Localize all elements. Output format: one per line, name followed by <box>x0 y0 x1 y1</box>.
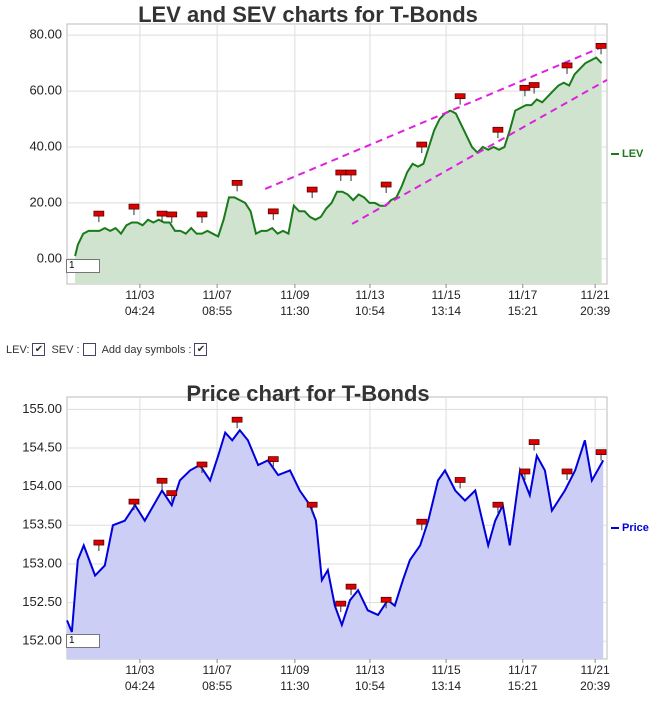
day-symbol <box>492 126 504 133</box>
y-tick-label: 80.00 <box>29 27 62 42</box>
x-tick-label: 11/15 13:14 <box>431 288 462 318</box>
y-tick-label: 40.00 <box>29 138 62 153</box>
day-symbol <box>519 84 531 91</box>
day-symbol <box>335 169 347 176</box>
day-symbol <box>561 468 573 475</box>
chart-title: LEV and SEV charts for T-Bonds <box>138 2 478 27</box>
day-symbol <box>454 93 466 100</box>
day-symbol <box>528 439 540 445</box>
day-symbol <box>128 203 140 210</box>
control-label: LEV: <box>6 343 30 356</box>
range-input[interactable]: 1 <box>66 634 100 648</box>
x-tick-label: 11/13 10:54 <box>354 663 385 693</box>
day-symbol <box>93 539 105 546</box>
y-tick-label: 153.00 <box>22 555 62 570</box>
day-symbol <box>306 501 318 508</box>
day-symbol <box>519 468 531 475</box>
x-tick-label: 11/21 20:39 <box>580 663 611 693</box>
day-symbol <box>492 501 504 508</box>
y-tick-label: 155.00 <box>22 401 62 416</box>
day-symbol <box>231 180 243 186</box>
trend-line <box>351 79 608 225</box>
x-tick-label: 11/21 20:39 <box>580 288 611 318</box>
trend-line <box>264 44 608 190</box>
day-symbol <box>416 141 428 148</box>
day-symbol <box>231 416 243 423</box>
day-symbol <box>380 181 392 188</box>
day-symbol <box>267 208 279 215</box>
range-input[interactable]: 1 <box>66 259 100 273</box>
x-tick-label: 11/17 15:21 <box>507 663 538 693</box>
y-tick-label: 154.50 <box>22 439 62 454</box>
day-symbol <box>345 583 357 590</box>
day-symbol <box>595 43 607 49</box>
y-tick-label: 60.00 <box>29 83 62 98</box>
x-tick-label: 11/15 13:14 <box>431 663 462 693</box>
day-symbol <box>196 461 208 468</box>
day-symbol <box>128 498 140 505</box>
area <box>75 57 602 284</box>
day-symbol <box>166 211 178 218</box>
chart-title: Price chart for T-Bonds <box>186 381 429 406</box>
x-tick-label: 11/17 15:21 <box>507 288 538 318</box>
day-symbol <box>595 449 607 455</box>
line <box>66 428 605 633</box>
control-label: SEV : <box>51 343 80 356</box>
y-tick-label: 152.00 <box>22 633 62 648</box>
y-tick-label: 20.00 <box>29 194 62 209</box>
day-symbol <box>156 477 168 484</box>
y-tick-label: 154.00 <box>22 478 62 493</box>
checkbox[interactable] <box>82 343 96 356</box>
x-tick-label: 11/07 08:55 <box>202 663 233 693</box>
day-symbol <box>345 169 357 176</box>
day-symbol <box>380 596 392 603</box>
x-tick-label: 11/13 10:54 <box>354 288 385 318</box>
x-tick-label: 11/03 04:24 <box>124 288 155 318</box>
controls: LEV: ✔ SEV : Add day symbols : ✔ <box>6 343 210 356</box>
checkbox[interactable]: ✔ <box>32 343 46 356</box>
day-symbol <box>561 62 573 69</box>
y-tick-label: 153.50 <box>22 517 62 532</box>
control-label: Add day symbols : <box>101 343 192 356</box>
day-symbol <box>454 477 466 483</box>
day-symbol <box>416 518 428 525</box>
day-symbol <box>267 456 279 462</box>
legend-label: Price <box>622 522 649 534</box>
day-symbol <box>196 211 208 218</box>
day-symbol <box>306 186 318 193</box>
x-tick-label: 11/07 08:55 <box>202 288 233 318</box>
y-tick-label: 0.00 <box>37 250 62 265</box>
area <box>67 430 604 659</box>
day-symbol <box>156 210 168 217</box>
x-tick-label: 11/03 04:24 <box>124 663 155 693</box>
day-symbol <box>528 82 540 88</box>
checkbox[interactable]: ✔ <box>194 343 208 356</box>
x-tick-label: 11/09 11:30 <box>280 663 310 693</box>
y-tick-label: 152.50 <box>22 594 62 609</box>
line <box>74 56 603 257</box>
day-symbol <box>93 210 105 217</box>
legend-label: LEV <box>622 148 644 160</box>
x-tick-label: 11/09 11:30 <box>280 288 310 318</box>
day-symbol <box>166 490 178 496</box>
day-symbol <box>335 600 347 607</box>
